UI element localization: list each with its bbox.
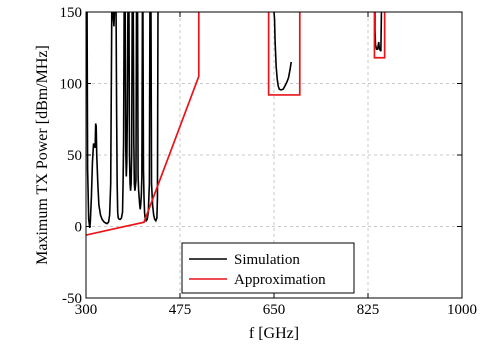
y-tick-label: 0 [75,220,83,236]
x-tick-label: 650 [263,302,286,318]
x-tick-label: 300 [75,302,98,318]
grid-lines [86,12,462,298]
x-tick-label: 475 [169,302,192,318]
x-tick-label: 1000 [447,302,477,318]
y-tick-label: 50 [67,148,82,164]
legend-label-simulation: Simulation [234,252,300,268]
series-layer [86,12,386,236]
y-tick-label: 100 [60,77,83,93]
series-approximation-segment-0 [86,12,200,236]
y-tick-label: -50 [62,291,82,307]
ticks: 300 475 650 825 1000 -50 0 50 100 150 [60,5,478,318]
y-tick-label: 150 [60,5,83,21]
y-axis-label: Maximum TX Power [dBm/MHz] [34,45,51,265]
series-simulation-segment-2 [374,12,383,52]
x-axis-label: f [GHz] [249,325,299,342]
legend-label-approximation: Approximation [234,272,326,288]
series-approximation-segment-2 [373,12,386,59]
x-tick-label: 825 [357,302,380,318]
legend-box [181,242,355,294]
legend: Simulation Approximation [181,242,355,294]
series-simulation-segment-0 [86,12,159,229]
series-simulation-segment-1 [273,12,292,91]
series-approximation-segment-1 [267,12,301,96]
